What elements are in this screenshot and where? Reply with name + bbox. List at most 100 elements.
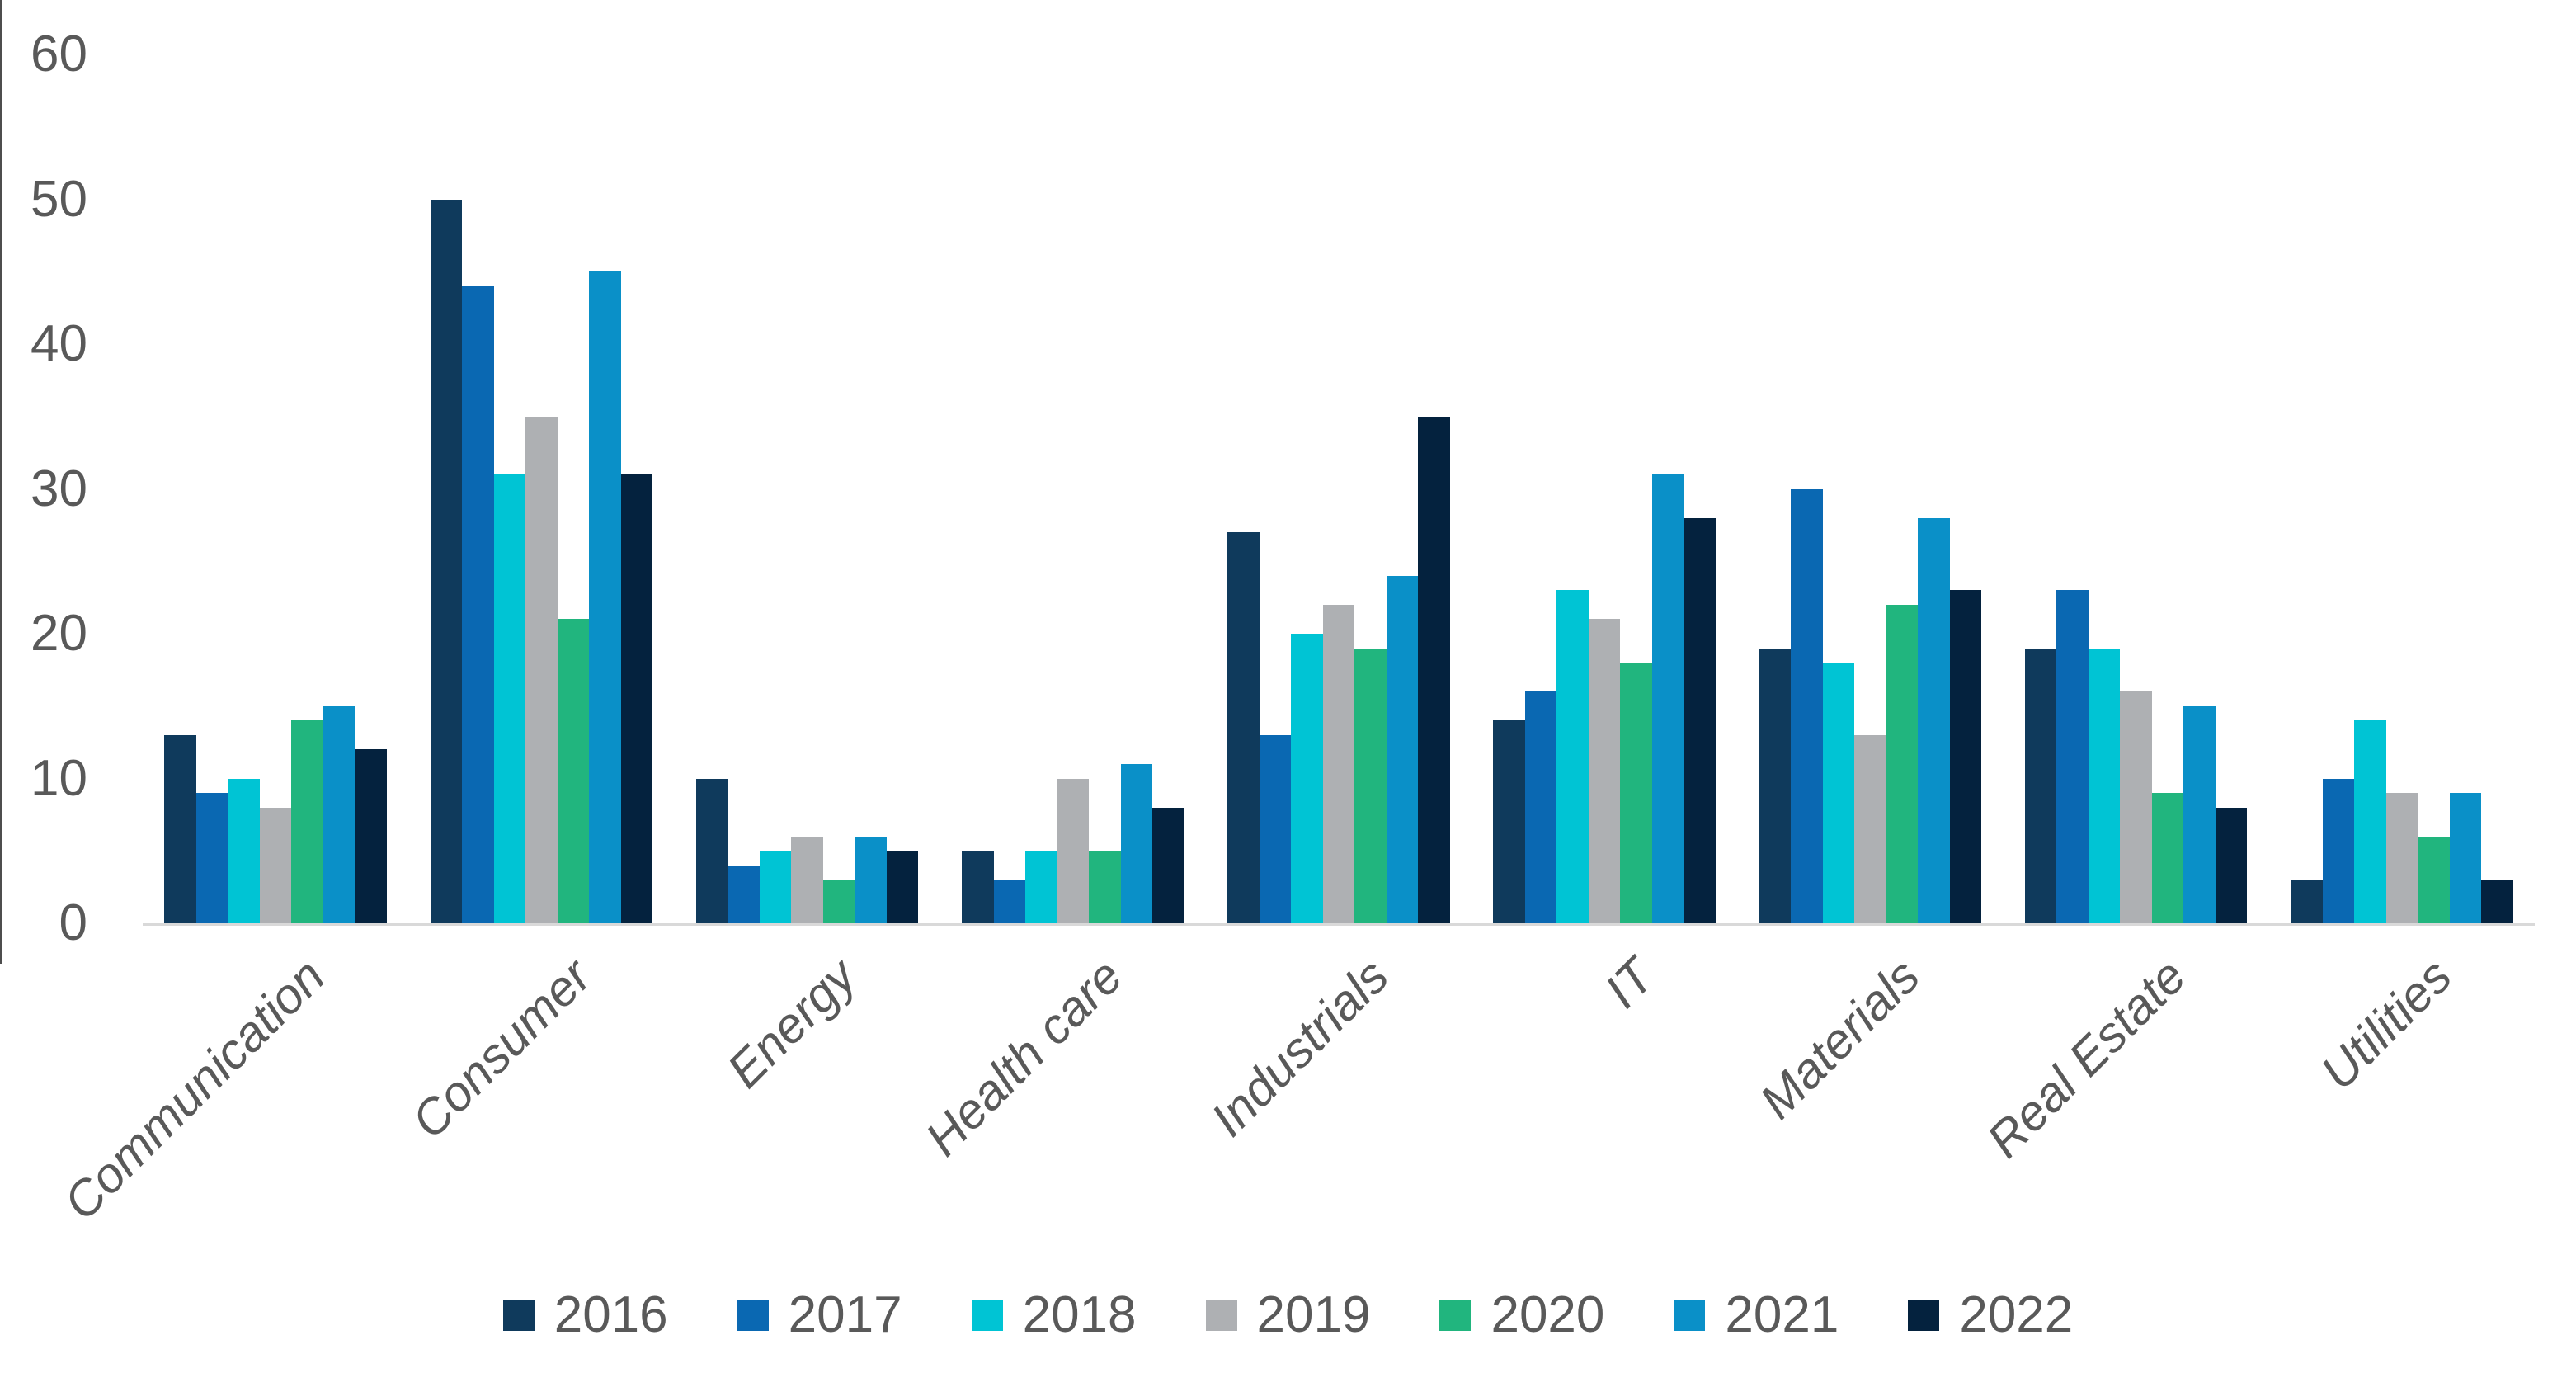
legend-label-2021: 2021 [1725, 1286, 1839, 1343]
legend: 2016 2017 2018 2019 2020 2021 2022 [0, 1290, 2576, 1341]
bar-group-industrials [1227, 54, 1450, 923]
legend-swatch-2022 [1908, 1300, 1940, 1331]
legend-swatch-2017 [737, 1300, 769, 1331]
bar-2019-utilities [2385, 793, 2418, 923]
bar-2020-real-estate [2151, 793, 2184, 923]
legend-label-2020: 2020 [1491, 1286, 1605, 1343]
bar-2022-consumer [620, 474, 653, 923]
bar-2019-real-estate [2120, 691, 2152, 923]
bar-2018-communication [228, 778, 260, 923]
legend-swatch-2016 [502, 1300, 535, 1331]
bar-2022-communication [355, 749, 387, 923]
bar-2016-health-care [962, 851, 994, 923]
bar-group-real-estate [2024, 54, 2248, 923]
bar-2018-health-care [1025, 851, 1057, 923]
bar-group-utilities [2291, 54, 2513, 923]
bar-2018-real-estate [2088, 648, 2121, 923]
bar-2021-materials [1918, 517, 1950, 923]
bar-2020-energy [822, 880, 855, 923]
bar-2022-it [1684, 517, 1716, 923]
bar-group-health-care [962, 54, 1184, 923]
bar-2016-utilities [2291, 880, 2323, 923]
bar-2017-communication [195, 793, 228, 923]
legend-label-2017: 2017 [788, 1286, 902, 1343]
bar-group-it [1493, 54, 1716, 923]
bar-2017-utilities [2322, 778, 2355, 923]
legend-item-2019: 2019 [1205, 1286, 1371, 1343]
bar-2022-materials [1949, 590, 1982, 923]
bar-group-communication [164, 54, 387, 923]
bar-group-energy [695, 54, 919, 923]
y-tick-label-10: 10 [31, 749, 87, 807]
bar-2018-materials [1822, 663, 1855, 923]
y-tick-label-30: 30 [31, 460, 87, 517]
bar-2022-health-care [1152, 807, 1184, 923]
legend-label-2016: 2016 [553, 1286, 668, 1343]
x-axis-line [143, 923, 2535, 926]
bar-2016-communication [164, 734, 196, 923]
legend-item-2018: 2018 [971, 1286, 1137, 1343]
bar-2020-utilities [2418, 836, 2450, 923]
bar-2022-energy [886, 851, 919, 923]
bar-2020-health-care [1089, 851, 1121, 923]
bar-2018-utilities [2354, 720, 2386, 923]
legend-item-2021: 2021 [1674, 1290, 1839, 1341]
bar-2018-energy [759, 851, 792, 923]
legend-label-2018: 2018 [1022, 1286, 1137, 1343]
bar-group-consumer [430, 54, 653, 923]
y-tick-label-50: 50 [31, 170, 87, 228]
bar-2018-consumer [493, 474, 526, 923]
bar-2016-it [1493, 720, 1525, 923]
legend-swatch-2020 [1439, 1300, 1472, 1331]
bar-2020-industrials [1354, 648, 1387, 923]
bar-2021-real-estate [2183, 705, 2216, 923]
bar-2017-it [1524, 691, 1557, 923]
bar-2021-energy [855, 836, 887, 923]
bar-2017-industrials [1259, 734, 1292, 923]
left-edge-artifact-line [0, 0, 2, 964]
legend-item-2016: 2016 [502, 1286, 668, 1343]
bar-2020-communication [291, 720, 323, 923]
bar-2017-real-estate [2056, 590, 2089, 923]
bar-2021-it [1651, 474, 1684, 923]
y-tick-label-0: 0 [59, 894, 87, 951]
bar-2020-it [1620, 663, 1652, 923]
bar-2021-industrials [1386, 575, 1419, 923]
bar-2021-utilities [2449, 793, 2482, 923]
bar-2022-utilities [2481, 880, 2513, 923]
bar-2017-energy [728, 865, 760, 923]
bar-2019-consumer [525, 416, 558, 923]
bar-2019-it [1588, 619, 1621, 923]
bar-2017-materials [1791, 488, 1823, 923]
bar-2021-consumer [589, 271, 621, 923]
bar-2019-materials [1854, 734, 1886, 923]
bar-2019-health-care [1057, 778, 1090, 923]
legend-item-2020: 2020 [1439, 1290, 1604, 1341]
legend-label-2022: 2022 [1959, 1286, 2074, 1343]
bar-2022-real-estate [2215, 807, 2248, 923]
bar-2020-materials [1886, 604, 1919, 923]
bar-2017-consumer [462, 285, 494, 923]
legend-swatch-2018 [971, 1300, 1003, 1331]
legend-label-2019: 2019 [1256, 1286, 1371, 1343]
bar-2019-communication [259, 807, 292, 923]
bar-2018-it [1556, 590, 1589, 923]
legend-swatch-2021 [1674, 1300, 1706, 1331]
bar-2021-communication [323, 705, 356, 923]
bar-2017-health-care [993, 880, 1026, 923]
bar-2020-consumer [557, 619, 590, 923]
bar-group-materials [1759, 54, 1982, 923]
legend-swatch-2019 [1205, 1300, 1237, 1331]
bar-2021-health-care [1120, 763, 1153, 923]
y-tick-label-60: 60 [31, 26, 87, 83]
bar-2016-real-estate [2024, 648, 2057, 923]
bar-2019-industrials [1322, 604, 1355, 923]
bar-2016-consumer [430, 199, 463, 923]
y-tick-label-20: 20 [31, 605, 87, 662]
legend-item-2022: 2022 [1908, 1290, 2073, 1341]
y-tick-label-40: 40 [31, 315, 87, 372]
legend-item-2017: 2017 [737, 1290, 902, 1341]
bar-2022-industrials [1418, 416, 1450, 923]
bar-2019-energy [791, 836, 823, 923]
